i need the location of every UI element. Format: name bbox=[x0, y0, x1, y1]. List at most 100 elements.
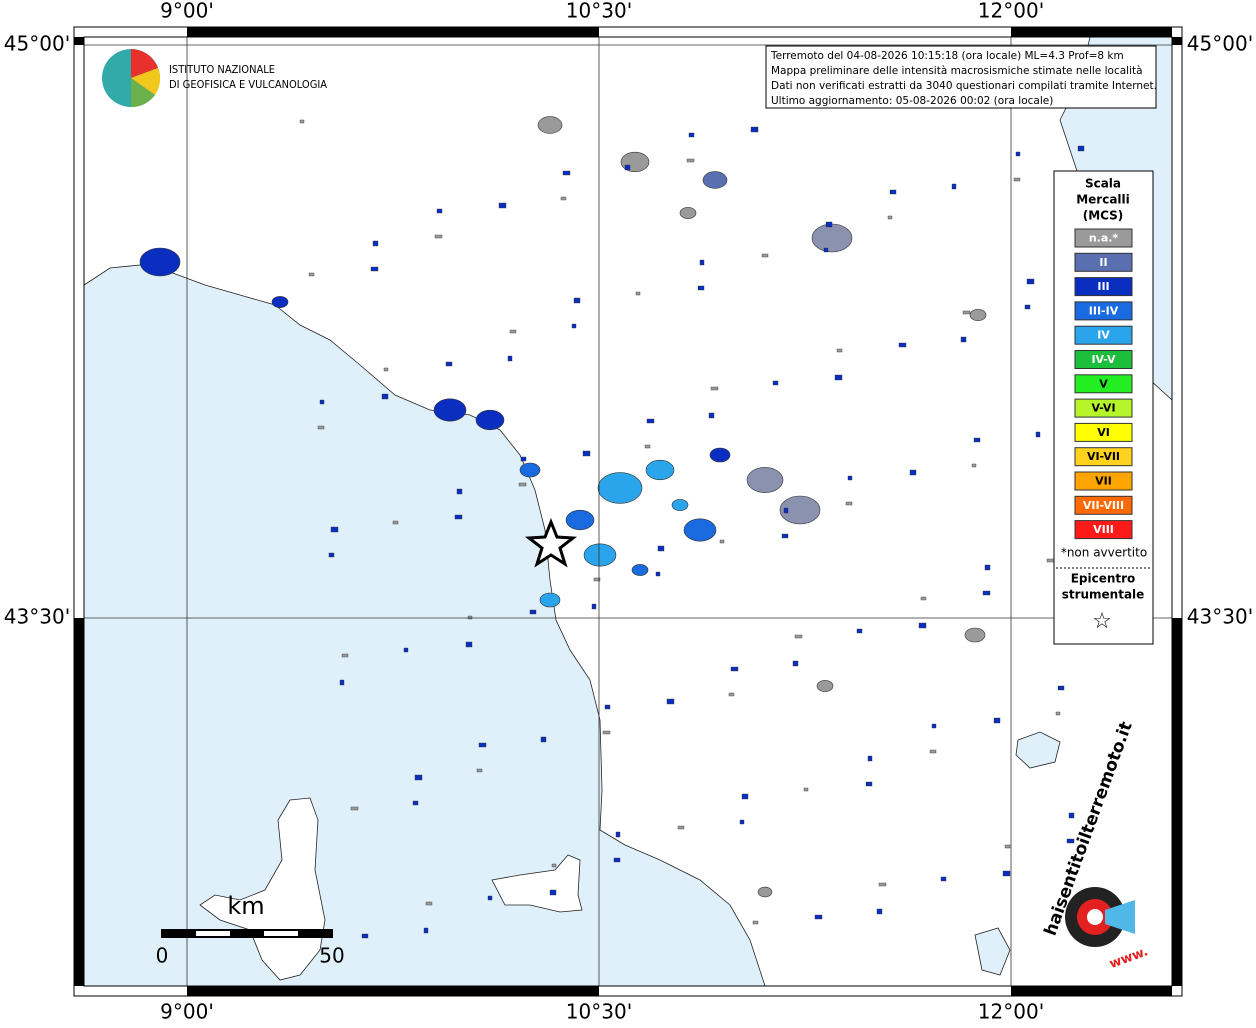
village bbox=[436, 208, 443, 214]
lon-label: 9°00' bbox=[160, 1000, 214, 1024]
town bbox=[679, 207, 697, 219]
frame-bar bbox=[1011, 986, 1172, 996]
village bbox=[710, 386, 719, 391]
village bbox=[520, 456, 527, 462]
village bbox=[540, 736, 547, 743]
scalebar-end: 50 bbox=[319, 944, 344, 968]
village bbox=[823, 247, 829, 253]
village bbox=[929, 749, 937, 754]
village bbox=[750, 126, 759, 133]
legend-swatch bbox=[1074, 495, 1133, 515]
village bbox=[487, 895, 493, 901]
village bbox=[560, 196, 567, 201]
village bbox=[573, 297, 581, 304]
village bbox=[361, 933, 369, 939]
lon-label: 9°00' bbox=[160, 0, 214, 23]
village bbox=[697, 285, 705, 291]
village bbox=[783, 507, 789, 514]
village bbox=[803, 787, 809, 792]
scalebar-start: 0 bbox=[156, 944, 169, 968]
epicentre-star bbox=[524, 517, 578, 568]
legend-epicentre: strumentale bbox=[1062, 588, 1145, 602]
town bbox=[746, 467, 784, 493]
village bbox=[381, 393, 389, 400]
lat-label: 43°30' bbox=[4, 605, 70, 629]
village bbox=[370, 266, 379, 272]
village bbox=[498, 202, 507, 209]
village bbox=[412, 800, 419, 806]
village bbox=[604, 704, 611, 710]
village bbox=[876, 908, 883, 915]
village bbox=[476, 768, 483, 773]
lon-label: 12°00' bbox=[978, 1000, 1044, 1024]
village bbox=[1057, 685, 1065, 691]
frame-bar bbox=[187, 986, 599, 996]
village bbox=[741, 793, 749, 800]
village bbox=[962, 310, 971, 315]
lake2 bbox=[974, 927, 1011, 976]
village bbox=[1015, 151, 1021, 157]
town bbox=[631, 564, 649, 576]
legend-swatch bbox=[1074, 252, 1133, 272]
village bbox=[467, 615, 473, 620]
logo-segment bbox=[131, 49, 158, 78]
info-line: Dati non verificati estratti da 3040 que… bbox=[771, 80, 1157, 92]
village bbox=[973, 437, 981, 443]
village bbox=[836, 348, 843, 353]
village bbox=[330, 526, 339, 533]
legend-label: VI-VII bbox=[1087, 450, 1120, 463]
village bbox=[794, 634, 803, 639]
village bbox=[1004, 844, 1011, 849]
village bbox=[792, 660, 799, 667]
village bbox=[931, 723, 937, 729]
legend-swatch bbox=[1074, 520, 1133, 540]
legend-swatch bbox=[1074, 301, 1133, 321]
village bbox=[1077, 145, 1085, 152]
village bbox=[878, 882, 887, 887]
village bbox=[414, 774, 423, 781]
legend-epicentre: Epicentro bbox=[1071, 572, 1136, 586]
logo-segment bbox=[131, 78, 155, 108]
sea bbox=[83, 264, 766, 987]
village bbox=[317, 425, 325, 430]
legend-star: ☆ bbox=[1092, 609, 1112, 634]
lake bbox=[1015, 731, 1061, 769]
village bbox=[951, 183, 957, 190]
village bbox=[518, 482, 527, 487]
legend-note: *non avvertito bbox=[1061, 546, 1147, 560]
village bbox=[646, 418, 655, 424]
frame bbox=[73, 26, 1183, 997]
village bbox=[509, 329, 517, 334]
frame-bar bbox=[74, 618, 84, 986]
village bbox=[984, 564, 991, 571]
town bbox=[816, 680, 834, 692]
legend-label: VI bbox=[1097, 426, 1110, 439]
village bbox=[319, 399, 325, 405]
village bbox=[551, 863, 557, 868]
lat-label: 45°00' bbox=[1187, 32, 1253, 56]
lon-label: 10°30' bbox=[566, 0, 632, 23]
village bbox=[372, 240, 379, 247]
village bbox=[752, 920, 759, 925]
town bbox=[671, 499, 689, 511]
village bbox=[655, 571, 661, 577]
lat-label: 45°00' bbox=[4, 32, 70, 56]
village bbox=[624, 164, 631, 171]
village bbox=[465, 641, 473, 648]
legend-label: II bbox=[1099, 256, 1107, 269]
legend-label: III-IV bbox=[1089, 304, 1119, 317]
village bbox=[772, 380, 779, 386]
legend-swatch bbox=[1074, 398, 1133, 418]
village bbox=[591, 603, 597, 610]
village bbox=[889, 189, 897, 195]
village bbox=[1002, 870, 1011, 877]
village bbox=[454, 514, 463, 520]
island-elba bbox=[491, 854, 583, 913]
village bbox=[299, 119, 305, 124]
legend-label: VII-VIII bbox=[1083, 499, 1124, 512]
scalebar-seg bbox=[230, 930, 264, 937]
village bbox=[350, 806, 359, 811]
village bbox=[867, 755, 873, 762]
town bbox=[757, 886, 773, 898]
town bbox=[139, 247, 181, 277]
